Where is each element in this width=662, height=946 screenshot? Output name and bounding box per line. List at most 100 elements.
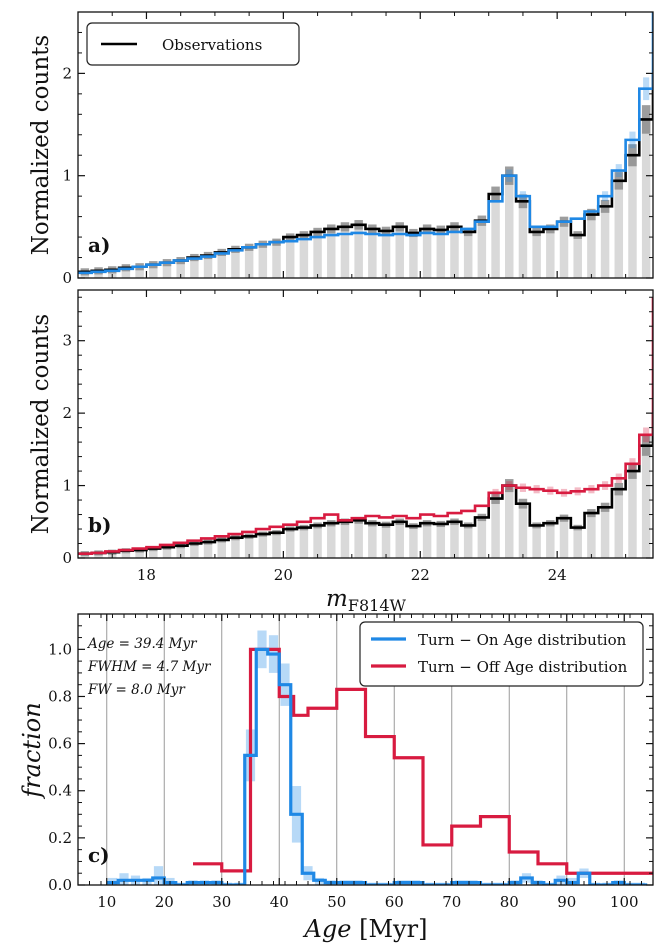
panel-c: 10 20 30 40 50 60 70 80 90 1000.00.20.40.60.81.0 … [18, 613, 654, 943]
panel-a-bar [176, 260, 185, 278]
panel-b-frame [77, 289, 654, 559]
panel-c-xtick-label: 40 [270, 893, 289, 911]
panel-b-bar [327, 523, 336, 558]
panel-b-bar [340, 521, 350, 558]
panel-c-xtick-label: 50 [327, 893, 346, 911]
panel-a-bar [135, 266, 144, 278]
panel-c-ytick-label: 0.6 [48, 735, 72, 753]
panel-b-bar [176, 545, 185, 558]
panel-b-bar [422, 523, 432, 558]
panel-b-bar [641, 445, 651, 558]
panel-b-bar [190, 543, 199, 558]
panel-a-series [78, 12, 653, 275]
panel-b-bar [587, 513, 596, 558]
panel-b-ytick-label: 0 [62, 549, 72, 567]
panel-b-ylabel: Normalized counts [28, 314, 54, 534]
panel-a-bar [121, 267, 131, 278]
panel-a: 0 1 2 Normalized counts a) Observations [28, 11, 654, 287]
legend-observations-label: Observations [162, 36, 262, 54]
panel-a-bar [436, 229, 446, 278]
panel-a-bar [628, 155, 637, 278]
panel-b-bar [217, 539, 226, 558]
panel-b-bar [628, 471, 637, 558]
panel-a-bar [600, 206, 610, 278]
panel-a-bar [395, 226, 404, 278]
panel-c-ytick-label: 0.0 [48, 876, 72, 894]
panel-b-bar [559, 518, 569, 558]
panel-c-xlabel: Age [Myr] [303, 915, 428, 943]
panel-b-bar [299, 527, 309, 558]
panel-b-bar [258, 534, 268, 558]
panel-c-ytick-label: 1.0 [48, 640, 72, 658]
panel-a-bar [532, 231, 541, 278]
panel-a-legend: Observations [86, 22, 300, 66]
panel-c-xtick-label: 70 [442, 893, 461, 911]
panel-b-series-model [78, 297, 653, 555]
panel-a-bar [491, 194, 500, 278]
panel-a-bar [272, 242, 281, 278]
panel-a-gray-bars [80, 119, 651, 278]
panel-b-bar [477, 517, 487, 558]
panel-a-bar [518, 201, 528, 278]
panel-a-frame [77, 11, 654, 279]
panel-a-ytick-label: 1 [62, 167, 72, 185]
panel-a-bar [409, 232, 418, 278]
panel-c-ytick-label: 0.8 [48, 687, 72, 705]
panel-b-bar [600, 507, 610, 558]
panel-b-ytick-label: 1 [62, 477, 72, 495]
panel-a-bar [217, 252, 226, 278]
panel-b-bar [313, 525, 322, 558]
panel-a-bar [231, 249, 240, 278]
panel-a-bar [340, 226, 350, 278]
panel-b-bar [614, 489, 624, 558]
panel-c-xtick-label: 90 [557, 893, 576, 911]
panel-a-bar [354, 224, 363, 278]
panel-b-series [78, 297, 653, 555]
panel-a-bar [422, 228, 432, 278]
panel-b-xtick-label: 18 [137, 566, 156, 584]
panel-a-bar [299, 235, 309, 278]
panel-a-bar [149, 264, 158, 278]
panel-c-annotations: Age = 39.4 Myr FWHM = 4.7 Myr FW = 8.0 M… [86, 636, 212, 698]
panel-b-label: b) [88, 513, 111, 537]
panel-a-ytick-label: 2 [62, 64, 72, 82]
panel-b-ytick-label: 3 [62, 332, 72, 350]
panel-a-bar [190, 257, 199, 278]
panel-b-ticks: 18 20 22 24 0 1 2 3 [62, 290, 653, 584]
panel-b: 18 20 22 24 0 1 2 3 Normalized counts b) mF814W [28, 289, 654, 615]
panel-b-xtick-label: 22 [411, 566, 430, 584]
panel-a-bar [162, 262, 172, 278]
panel-b-bar [546, 523, 555, 558]
panel-b-bar [135, 550, 144, 558]
panel-a-bar [258, 244, 268, 278]
panel-a-ylabel: Normalized counts [28, 35, 54, 255]
panel-c-xtick-label: 20 [155, 893, 174, 911]
panel-b-xlabel: mF814W [326, 586, 406, 615]
panel-a-bar [546, 228, 555, 278]
panel-b-xtick-label: 24 [548, 566, 567, 584]
panel-c-xlabel-main: Age [303, 915, 352, 943]
panel-b-bar [231, 537, 240, 558]
panel-a-bar [587, 214, 596, 278]
panel-a-bar [505, 175, 514, 278]
panel-b-bar [381, 524, 391, 558]
annotation-fwhm: FWHM = 4.7 Myr [87, 659, 212, 675]
panel-a-bar [368, 228, 377, 278]
panel-c-ytick-label: 0.2 [48, 829, 72, 847]
panel-c-xtick-label: 30 [212, 893, 231, 911]
panel-c-xtick-label: 10 [97, 893, 116, 911]
panel-a-bar [614, 180, 624, 278]
panel-a-bar [450, 226, 459, 278]
annotation-fw: FW = 8.0 Myr [87, 682, 186, 698]
panel-b-ytick-label: 2 [62, 404, 72, 422]
panel-b-bar [121, 550, 131, 558]
panel-c-xtick-label: 60 [385, 893, 404, 911]
panel-b-bar [491, 498, 500, 558]
panel-b-bar [573, 527, 582, 558]
panel-b-bar [368, 523, 377, 558]
panel-b-gray-bars [80, 445, 651, 558]
panel-a-bar [573, 235, 582, 278]
panel-c-legend: Turn − On Age distribution Turn − Off Ag… [359, 621, 644, 687]
panel-b-bar [244, 536, 254, 558]
